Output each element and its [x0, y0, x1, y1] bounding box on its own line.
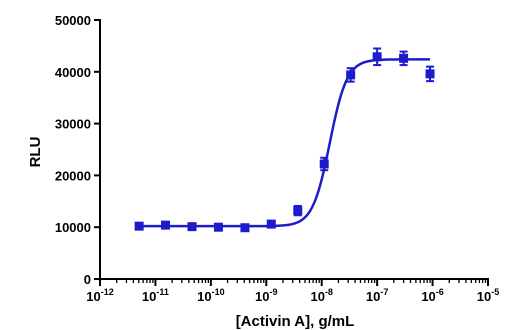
x-tick-label: 10-5 — [477, 287, 499, 304]
square-marker — [213, 222, 223, 232]
fit-curve — [139, 58, 431, 228]
square-marker — [372, 52, 382, 62]
y-tick-label: 30000 — [55, 117, 91, 132]
x-axis-ticks: 10-12 10-11 10-10 10-9 10-8 10-7 10-6 10-5 — [86, 279, 499, 304]
data-point — [187, 222, 197, 232]
x-tick-label: 10-9 — [255, 287, 277, 304]
data-point — [319, 156, 329, 172]
data-point — [399, 50, 409, 67]
y-axis-ticks: 0 10000 20000 30000 40000 50000 — [55, 13, 100, 287]
square-marker — [319, 159, 329, 169]
data-point — [425, 65, 435, 83]
x-tick-label: 10-12 — [86, 287, 113, 304]
data-point — [266, 219, 276, 229]
square-marker — [240, 223, 250, 233]
y-tick-label: 50000 — [55, 13, 91, 28]
square-marker — [266, 219, 276, 229]
data-point — [372, 47, 382, 67]
square-marker — [425, 69, 435, 79]
y-tick-label: 20000 — [55, 168, 91, 183]
y-tick-label: 40000 — [55, 65, 91, 80]
x-axis-title: [Activin A], g/mL — [236, 313, 355, 330]
y-axis-title: RLU — [27, 137, 44, 168]
square-marker — [399, 53, 409, 63]
x-tick-label: 10-10 — [197, 287, 224, 304]
square-marker — [187, 222, 197, 232]
y-tick-label: 0 — [84, 272, 91, 287]
data-point — [213, 222, 223, 232]
data-points — [134, 47, 435, 233]
data-point — [134, 221, 144, 231]
x-tick-label: 10-11 — [142, 287, 169, 304]
data-point — [346, 67, 356, 83]
x-tick-label: 10-8 — [310, 287, 332, 304]
square-marker — [346, 70, 356, 80]
square-marker — [134, 221, 144, 231]
square-marker — [293, 206, 303, 216]
y-tick-label: 10000 — [55, 220, 91, 235]
x-tick-label: 10-7 — [366, 287, 388, 304]
x-tick-label: 10-6 — [421, 287, 443, 304]
data-point — [293, 204, 303, 217]
square-marker — [161, 220, 171, 230]
data-point — [161, 220, 171, 230]
data-point — [240, 223, 250, 233]
